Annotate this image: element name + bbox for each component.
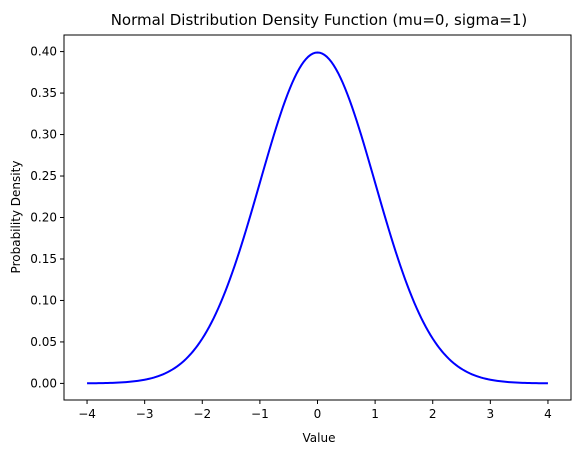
x-tick-label: −3 [136,407,154,421]
y-axis-label: Probability Density [9,161,23,274]
y-tick-label: 0.40 [30,45,57,59]
chart-title: Normal Distribution Density Function (mu… [111,11,528,29]
x-tick-label: 4 [544,407,552,421]
x-tick-label: −4 [78,407,96,421]
x-tick-label: −2 [193,407,211,421]
y-tick-label: 0.35 [30,86,57,100]
y-tick-label: 0.10 [30,293,57,307]
x-tick-label: 0 [314,407,322,421]
x-axis-label: Value [303,431,336,445]
x-tick-label: 2 [429,407,437,421]
x-axis: −4 −3 −2 −1 0 1 2 3 4 [78,400,552,421]
x-tick-label: 3 [487,407,495,421]
y-tick-label: 0.15 [30,252,57,266]
y-tick-label: 0.00 [30,376,57,390]
y-tick-label: 0.20 [30,211,57,225]
x-tick-label: 1 [371,407,379,421]
y-tick-label: 0.30 [30,128,57,142]
plot-frame [63,34,572,401]
y-tick-label: 0.05 [30,335,57,349]
y-axis: 0.00 0.05 0.10 0.15 0.20 0.25 0.30 0.35 0.40 [30,45,64,390]
x-tick-label: −1 [251,407,269,421]
y-tick-label: 0.25 [30,169,57,183]
series-line-density [87,51,548,385]
